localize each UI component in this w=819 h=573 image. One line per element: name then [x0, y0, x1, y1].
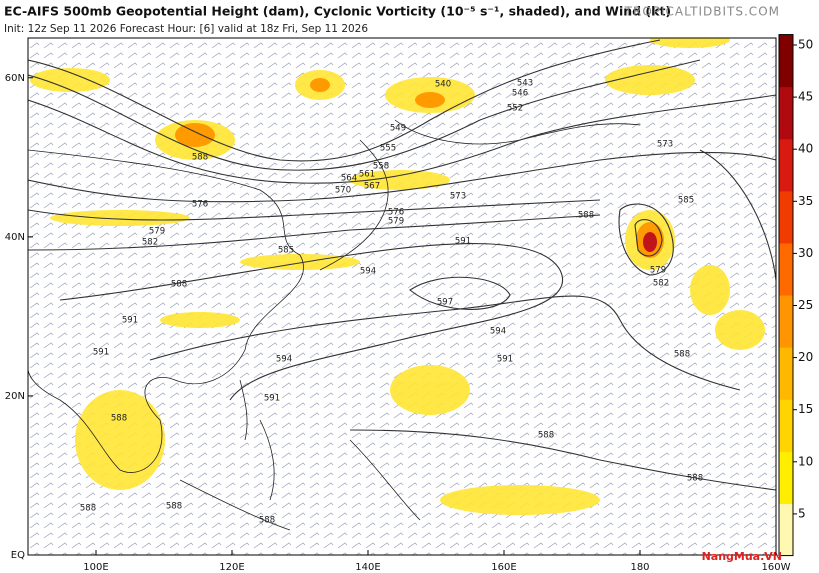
height-contours — [28, 39, 776, 491]
title: EC-AIFS 500mb Geopotential Height (dam),… — [4, 4, 671, 19]
lat-label: EQ — [11, 550, 25, 561]
contour-label: 594 — [276, 355, 292, 365]
colorbar-segment — [779, 242, 793, 296]
colorbar-frame — [778, 34, 794, 557]
contour-label: 591 — [497, 355, 513, 365]
contour-label: 579 — [149, 227, 165, 237]
colorbar-label: 15 — [798, 402, 813, 416]
colorbar-label: 35 — [798, 194, 813, 208]
colorbar-segment — [779, 190, 793, 244]
lon-label: 180 — [630, 562, 649, 573]
contour-label: 594 — [360, 267, 376, 277]
contour-label: 588 — [578, 211, 594, 221]
contour-label: 561 — [359, 170, 375, 180]
lat-label: 60N — [5, 73, 25, 84]
colorbar-label: 40 — [798, 142, 813, 156]
contour-label: 591 — [93, 348, 109, 358]
lon-label: 100E — [83, 562, 108, 573]
contour-label: 570 — [335, 186, 351, 196]
lon-label: 160E — [491, 562, 516, 573]
vorticity-core — [643, 232, 657, 252]
lat-label: 20N — [5, 391, 25, 402]
colorbar-segment — [779, 399, 793, 452]
colorbar-segment — [779, 295, 793, 348]
lon-label: 120E — [219, 562, 244, 573]
contour-label: 591 — [455, 237, 471, 247]
contour-label: 588 — [166, 502, 182, 512]
contour-label: 579 — [388, 217, 404, 227]
contour-label: 579 — [650, 266, 666, 276]
colorbar-label: 20 — [798, 350, 813, 364]
watermark: NangMua.VN — [702, 550, 782, 563]
contour-label: 585 — [278, 246, 294, 256]
contour-label: 573 — [657, 140, 673, 150]
contour-label: 549 — [390, 124, 406, 134]
contour-label: 591 — [122, 316, 138, 326]
contour-label: 588 — [111, 414, 127, 424]
lat-label: 40N — [5, 232, 25, 243]
contour-label: 588 — [80, 504, 96, 514]
colorbar-segment — [779, 451, 793, 504]
vorticity-max — [175, 78, 664, 258]
colorbar-segment — [779, 138, 793, 192]
contour-label: 591 — [264, 394, 280, 404]
contour-label: 588 — [171, 280, 187, 290]
subtitle: Init: 12z Sep 11 2026 Forecast Hour: [6]… — [4, 23, 368, 35]
map-frame — [27, 37, 777, 556]
contour-label: 558 — [373, 162, 389, 172]
contour-label: 588 — [259, 516, 275, 526]
colorbar-label: 5 — [798, 506, 806, 520]
contour-label: 576 — [388, 208, 404, 218]
contour-label: 582 — [653, 279, 669, 289]
contour-label: 540 — [435, 80, 451, 90]
contour-label: 588 — [538, 431, 554, 441]
colorbar-label: 30 — [798, 246, 813, 260]
colorbar-segment — [779, 34, 793, 88]
contour-label: 582 — [142, 238, 158, 248]
colorbar-segment — [779, 86, 793, 140]
site-name: TROPICALTIDBITS.COM — [624, 5, 780, 19]
coastlines — [28, 119, 641, 531]
contour-label: 588 — [674, 350, 690, 360]
contour-label: 573 — [450, 192, 466, 202]
colorbar-label: 25 — [798, 298, 813, 312]
colorbar-segment — [779, 347, 793, 400]
lon-label: 160W — [762, 562, 791, 573]
contour-label: 597 — [437, 298, 453, 308]
contour-label: 576 — [192, 200, 208, 210]
colorbar-label: 45 — [798, 90, 813, 104]
contour-label: 555 — [380, 144, 396, 154]
contour-label: 543 — [517, 79, 533, 89]
contour-label: 588 — [687, 474, 703, 484]
contour-label: 564 — [341, 174, 357, 184]
colorbar-segment — [779, 503, 793, 557]
lon-label: 140E — [355, 562, 380, 573]
contour-label: 552 — [507, 104, 523, 114]
contour-label: 546 — [512, 89, 528, 99]
contour-label: 585 — [678, 196, 694, 206]
contour-label: 588 — [192, 153, 208, 163]
colorbar-label: 50 — [798, 38, 813, 52]
contour-label: 594 — [490, 327, 506, 337]
contour-label: 567 — [364, 182, 380, 192]
colorbar-label: 10 — [798, 454, 813, 468]
